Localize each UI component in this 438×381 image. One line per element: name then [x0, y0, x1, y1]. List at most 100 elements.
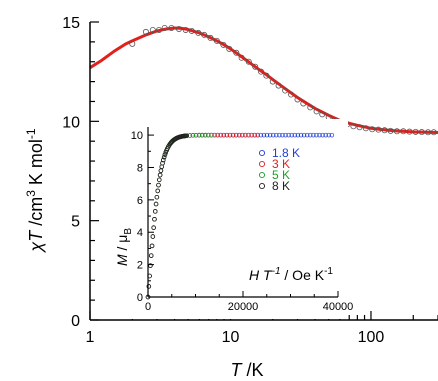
inset-data-point [311, 132, 316, 138]
inset-data-point [149, 243, 155, 249]
inset-data-point [323, 132, 328, 138]
data-point [425, 129, 432, 136]
inset-data-point [212, 132, 217, 138]
inset-data-point [308, 132, 313, 138]
inset-background [106, 119, 348, 319]
inset-x-sup-2: -1 [324, 266, 333, 277]
inset-data-point [153, 209, 158, 214]
inset-data-point [206, 132, 211, 138]
data-point [307, 104, 314, 111]
legend-label: 5 K [272, 168, 290, 182]
inset-data-point [270, 132, 276, 138]
fit-curve-layer [89, 26, 438, 134]
legend-marker [258, 149, 266, 157]
inset-x-var: H T [249, 267, 273, 283]
inset-data-point [326, 132, 332, 138]
inset-y-ticks: 0 2 4 6 8 10 [131, 130, 154, 304]
data-point [369, 126, 376, 133]
main-y-ticks: 0 5 10 15 [62, 15, 99, 330]
inset-data-point [160, 160, 165, 166]
inset-x-unit: / Oe K [281, 267, 325, 283]
inset-data-point [240, 132, 245, 138]
inset-data-point [190, 133, 196, 138]
x-axis-title: T /K [230, 360, 263, 380]
data-point [168, 24, 175, 31]
inset-data-point [148, 253, 154, 258]
inset-y-tick-label: 6 [137, 195, 143, 207]
data-point [313, 108, 320, 115]
inset-x-ticks: 0 20000 40000 [145, 291, 353, 313]
data-point [182, 26, 189, 33]
data-point [350, 123, 357, 130]
x-tick-label: 10 [222, 329, 240, 346]
inset-data-point [221, 132, 227, 138]
data-point [387, 127, 394, 134]
data-point [156, 26, 163, 33]
inset-y-tick-label: 10 [131, 130, 143, 142]
inset-data-point [267, 132, 273, 138]
inset-data-point [227, 132, 233, 138]
inset-data-point [329, 132, 335, 138]
inset-data-point [146, 284, 152, 289]
inset-y-tick-label: 0 [137, 292, 143, 304]
inset-data-point [151, 225, 156, 230]
inset-x-tick-label: 20000 [228, 301, 259, 313]
data-point [238, 54, 245, 61]
inset-data-point [203, 132, 208, 138]
inset-data-point [298, 132, 304, 138]
inset-data-point [246, 132, 251, 138]
inset-data-point [304, 132, 310, 138]
inset-legend: 1.8 K3 K5 K8 K [258, 146, 300, 193]
data-point [188, 27, 195, 34]
inset-data-point [286, 132, 291, 138]
data-point [201, 31, 208, 38]
y-axis-var: χT [26, 229, 46, 254]
inset-data-point [162, 152, 168, 157]
inset-data-point [314, 132, 319, 138]
inset-y-unit: / μ [114, 235, 130, 255]
y-tick-label: 0 [71, 313, 80, 330]
x-tick-label: 1 [86, 329, 95, 346]
inset-data-point [289, 132, 294, 138]
inset-data-point [209, 132, 214, 138]
data-point [275, 82, 282, 89]
main-axes [89, 22, 438, 321]
data-point [226, 45, 233, 52]
inset-data-layer [145, 132, 335, 300]
y-axis-sup-2: -1 [24, 128, 38, 139]
inset-data-point [264, 132, 270, 138]
data-point [362, 125, 369, 132]
legend-label: 1.8 K [272, 146, 300, 160]
inset-data-point [153, 201, 159, 207]
y-tick-label: 15 [62, 15, 80, 32]
data-point [356, 124, 363, 131]
data-point [300, 100, 307, 107]
legend-label: 8 K [272, 179, 290, 193]
data-point [252, 63, 259, 70]
inset-data-point [193, 132, 199, 138]
inset-x-tick-label: 40000 [323, 301, 354, 313]
inset-chart: 0 20000 40000 0 2 4 6 8 10 1.8 K3 K5 K8 K M / μ… [106, 119, 353, 319]
y-axis-sup-1: 3 [24, 190, 38, 197]
data-point [430, 129, 437, 136]
inset-data-point [199, 132, 205, 138]
data-point [375, 126, 382, 133]
data-point [418, 129, 425, 136]
inset-data-point [252, 132, 257, 138]
data-point [319, 111, 326, 118]
inset-data-point [233, 132, 239, 138]
legend-marker [258, 182, 266, 190]
legend-marker [258, 171, 266, 179]
inset-data-point [317, 132, 322, 138]
inset-data-point [157, 177, 162, 183]
y-axis-unit-1: /cm [26, 197, 46, 231]
inset-data-point [154, 194, 160, 200]
data-point [207, 34, 214, 41]
inset-data-point [237, 132, 242, 138]
data-point [288, 91, 295, 98]
y-axis-title: χT /cm3 K mol-1 [24, 128, 46, 254]
inset-x-axis-title: H T-1 / Oe K-1 [249, 266, 333, 283]
inset-data-point [156, 182, 161, 188]
inset-y-var: M [114, 254, 130, 266]
